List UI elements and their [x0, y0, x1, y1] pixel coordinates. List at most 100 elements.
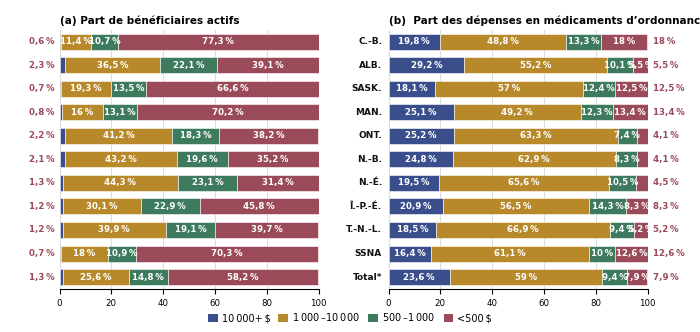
- Bar: [603, 269, 627, 285]
- Bar: [62, 222, 166, 238]
- Text: 19,3 %: 19,3 %: [71, 84, 102, 93]
- Text: 18,5 %: 18,5 %: [397, 225, 428, 234]
- Text: 20,9 %: 20,9 %: [400, 202, 431, 211]
- Bar: [389, 81, 435, 97]
- Bar: [601, 34, 648, 50]
- Bar: [178, 175, 237, 191]
- Text: 4,1 %: 4,1 %: [652, 155, 678, 164]
- Bar: [219, 128, 318, 144]
- Bar: [90, 34, 118, 50]
- Text: ONT.: ONT.: [358, 131, 382, 140]
- Text: 12,3 %: 12,3 %: [581, 108, 612, 117]
- Text: 1,2 %: 1,2 %: [29, 225, 55, 234]
- Text: 61,1 %: 61,1 %: [494, 249, 526, 258]
- Bar: [65, 128, 172, 144]
- Bar: [566, 34, 601, 50]
- Text: 8,3 %: 8,3 %: [614, 155, 639, 164]
- Bar: [431, 246, 589, 262]
- Text: 39,1 %: 39,1 %: [252, 61, 284, 70]
- Text: 65,6 %: 65,6 %: [508, 178, 540, 187]
- Text: 38,2 %: 38,2 %: [253, 131, 285, 140]
- Text: 11,4 %: 11,4 %: [60, 37, 92, 46]
- Text: 0,7 %: 0,7 %: [29, 84, 55, 93]
- Text: 10,5 %: 10,5 %: [607, 178, 638, 187]
- Bar: [62, 199, 141, 214]
- Text: 13,1 %: 13,1 %: [104, 108, 136, 117]
- Text: 13,5 %: 13,5 %: [113, 84, 144, 93]
- Text: 14,8 %: 14,8 %: [132, 273, 164, 282]
- Text: 35,2 %: 35,2 %: [258, 155, 289, 164]
- Text: 10,1 %: 10,1 %: [604, 61, 636, 70]
- Text: 19,5 %: 19,5 %: [398, 178, 430, 187]
- Text: 25,1 %: 25,1 %: [405, 108, 437, 117]
- Bar: [637, 151, 648, 167]
- Text: 5,2 %: 5,2 %: [652, 225, 678, 234]
- Bar: [583, 81, 615, 97]
- Text: 16 %: 16 %: [71, 108, 93, 117]
- Text: 55,2 %: 55,2 %: [520, 61, 552, 70]
- Bar: [636, 175, 648, 191]
- Text: 10,9 %: 10,9 %: [106, 249, 138, 258]
- Text: 25,6 %: 25,6 %: [80, 273, 112, 282]
- Bar: [453, 151, 615, 167]
- Bar: [130, 269, 167, 285]
- Bar: [60, 57, 66, 73]
- Bar: [634, 57, 648, 73]
- Text: 12,6 %: 12,6 %: [652, 249, 685, 258]
- Text: 5,5 %: 5,5 %: [652, 61, 678, 70]
- Text: 45,8 %: 45,8 %: [244, 202, 275, 211]
- Text: 41,2 %: 41,2 %: [103, 131, 134, 140]
- Bar: [160, 57, 217, 73]
- Text: 23,6 %: 23,6 %: [403, 273, 435, 282]
- Bar: [389, 57, 464, 73]
- Text: ALB.: ALB.: [359, 61, 382, 70]
- Text: 10 %: 10 %: [591, 249, 613, 258]
- Text: 1,2 %: 1,2 %: [29, 202, 55, 211]
- Text: 24,8 %: 24,8 %: [405, 155, 437, 164]
- Bar: [228, 151, 318, 167]
- Bar: [440, 34, 566, 50]
- Text: 19,8 %: 19,8 %: [398, 37, 430, 46]
- Text: 66,6 %: 66,6 %: [217, 84, 248, 93]
- Text: 30,1 %: 30,1 %: [86, 202, 118, 211]
- Bar: [60, 246, 62, 262]
- Text: 66,9 %: 66,9 %: [508, 225, 539, 234]
- Bar: [389, 269, 449, 285]
- Text: N.-B.: N.-B.: [357, 155, 382, 164]
- Text: 7,9 %: 7,9 %: [624, 273, 650, 282]
- Bar: [634, 222, 648, 238]
- Text: 13,4 %: 13,4 %: [652, 108, 685, 117]
- Bar: [464, 57, 607, 73]
- Text: 77,3 %: 77,3 %: [202, 37, 234, 46]
- Bar: [167, 269, 318, 285]
- Text: 16,4 %: 16,4 %: [394, 249, 426, 258]
- Bar: [389, 104, 454, 120]
- Bar: [141, 199, 200, 214]
- Bar: [60, 269, 63, 285]
- Text: 7,9 %: 7,9 %: [652, 273, 678, 282]
- Text: 9,4 %: 9,4 %: [602, 273, 627, 282]
- Text: 18,1 %: 18,1 %: [396, 84, 428, 93]
- Text: 18 %: 18 %: [652, 37, 675, 46]
- Bar: [62, 104, 103, 120]
- Bar: [615, 151, 637, 167]
- Text: 29,2 %: 29,2 %: [410, 61, 442, 70]
- Text: 56,5 %: 56,5 %: [500, 202, 531, 211]
- Text: 13,3 %: 13,3 %: [568, 37, 599, 46]
- Text: 49,2 %: 49,2 %: [501, 108, 533, 117]
- Text: 8,3 %: 8,3 %: [624, 202, 650, 211]
- Text: 5,2 %: 5,2 %: [628, 225, 654, 234]
- Bar: [60, 175, 63, 191]
- Bar: [389, 175, 439, 191]
- Text: MAN.: MAN.: [355, 108, 382, 117]
- Text: 25,2 %: 25,2 %: [405, 131, 437, 140]
- Bar: [146, 81, 318, 97]
- Text: 10,7 %: 10,7 %: [89, 37, 120, 46]
- Bar: [108, 246, 136, 262]
- Bar: [435, 81, 583, 97]
- Text: SSNA: SSNA: [355, 249, 382, 258]
- Bar: [137, 104, 318, 120]
- Text: 12,5 %: 12,5 %: [652, 84, 684, 93]
- Bar: [389, 151, 453, 167]
- Text: 8,3 %: 8,3 %: [652, 202, 678, 211]
